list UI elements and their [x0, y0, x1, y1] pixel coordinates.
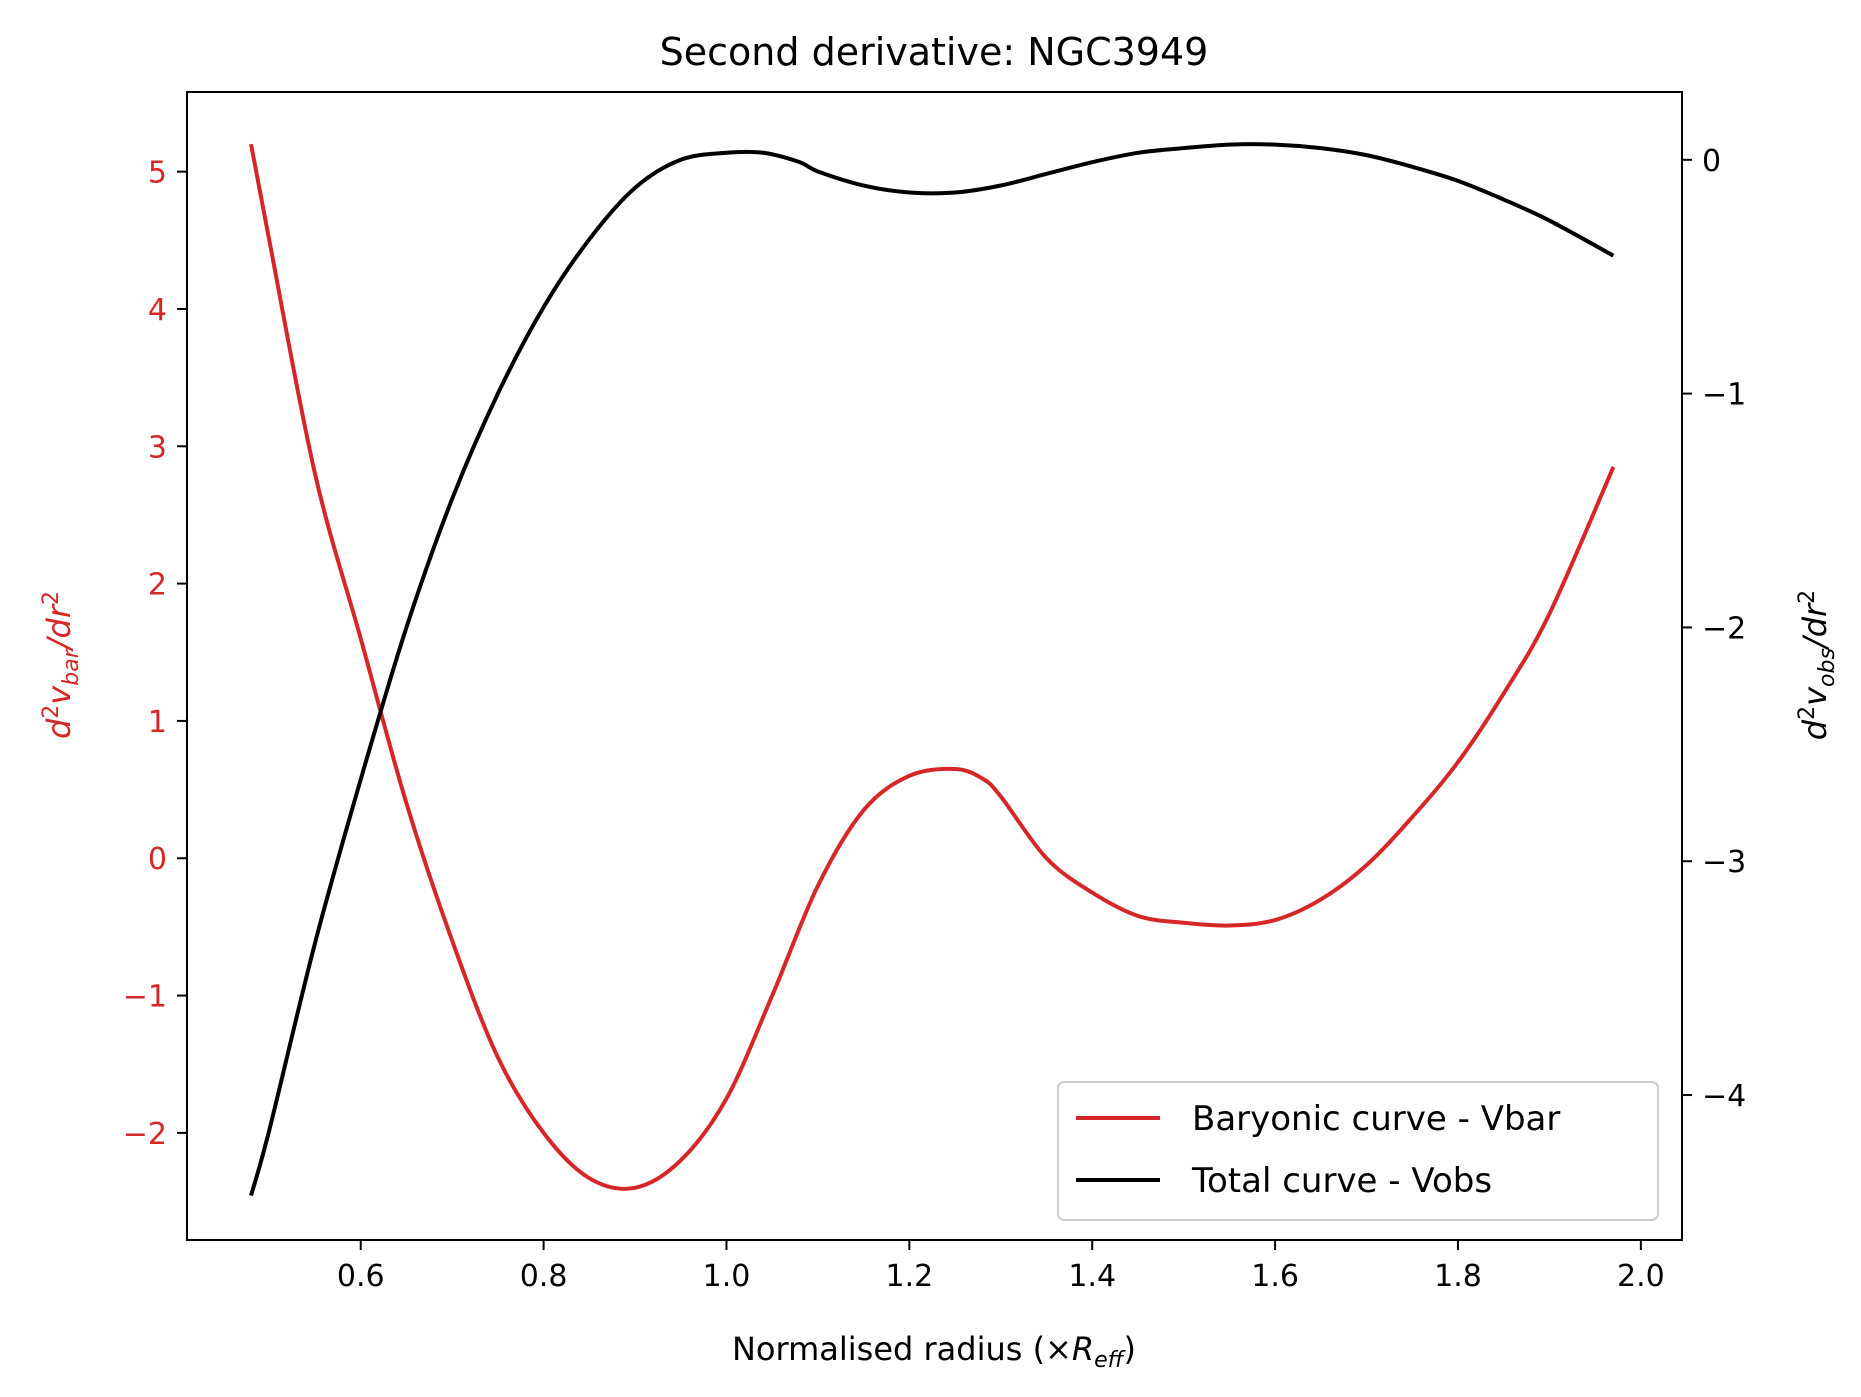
y-left-tick-label: 2 — [148, 568, 167, 603]
y-left-tick-label: −1 — [123, 980, 167, 1015]
y-left-label-dr: dr — [40, 603, 78, 638]
y-right-tick-label: −2 — [1702, 611, 1746, 646]
series-line-total — [249, 142, 1615, 1197]
y-left-tick-label: 5 — [148, 156, 167, 191]
y-right-label-v: v — [1796, 686, 1834, 706]
y-right-label-dr: dr — [1796, 602, 1834, 637]
legend-box — [1057, 1081, 1659, 1221]
y-left-tick-label: −2 — [123, 1117, 167, 1152]
x-tick-label: 0.6 — [337, 1259, 385, 1294]
y-left-tick-label: 4 — [148, 293, 167, 328]
chart-title: Second derivative: NGC3949 — [660, 30, 1209, 74]
y-left-label-sup2: 2 — [39, 591, 64, 605]
x-axis-label-italic: R — [1072, 1330, 1094, 1368]
y-right-tick-label: 0 — [1702, 144, 1721, 179]
legend-label-total: Total curve - Vobs — [1191, 1161, 1492, 1201]
y-left-tick-label: 0 — [148, 842, 167, 877]
x-tick-label: 1.8 — [1434, 1259, 1482, 1294]
y-left-label-slash: / — [40, 635, 78, 652]
y-left-label-d: d — [40, 718, 78, 739]
y-axis-right: −4 −3 −2 −1 0 — [1682, 144, 1746, 1114]
x-axis-label-subscript: eff — [1094, 1348, 1126, 1373]
x-axis: 0.6 0.8 1.0 1.2 1.4 1.6 1.8 2.0 — [337, 1240, 1665, 1294]
y-right-tick-label: −3 — [1702, 845, 1746, 880]
plot-frame — [186, 91, 1683, 1241]
legend-label-baryonic: Baryonic curve - Vbar — [1192, 1099, 1560, 1139]
x-tick-label: 1.6 — [1251, 1259, 1299, 1294]
y-right-tick-label: −4 — [1702, 1079, 1746, 1114]
y-right-label-sub: obs — [1815, 648, 1840, 687]
x-tick-label: 2.0 — [1617, 1259, 1665, 1294]
legend: Baryonic curve - Vbar Total curve - Vobs — [1057, 1081, 1659, 1221]
x-axis-label-close: ) — [1124, 1330, 1136, 1368]
y-right-tick-label: −1 — [1702, 378, 1746, 413]
y-left-tick-label: 3 — [148, 430, 167, 465]
x-axis-label: Normalised radius (×Reff) — [732, 1330, 1136, 1373]
y-left-tick-label: 1 — [148, 705, 167, 740]
x-tick-label: 0.8 — [520, 1259, 568, 1294]
y-axis-right-label: d2vobs/dr2 — [1795, 590, 1840, 740]
series-layer — [249, 142, 1616, 1197]
y-axis-left: −2 −1 0 1 2 3 4 5 — [123, 156, 187, 1152]
x-tick-label: 1.0 — [703, 1259, 751, 1294]
y-right-label-sup: 2 — [1795, 706, 1820, 720]
y-right-label-sup2: 2 — [1795, 590, 1820, 604]
x-tick-label: 1.4 — [1068, 1259, 1116, 1294]
x-tick-label: 1.2 — [885, 1259, 933, 1294]
series-line-baryonic — [249, 143, 1616, 1191]
y-left-label-sub: bar — [59, 647, 84, 685]
y-right-label-d: d — [1796, 719, 1834, 740]
y-left-label-v: v — [40, 685, 78, 705]
x-axis-label-main: Normalised radius (× — [732, 1330, 1072, 1368]
y-axis-left-label: d2vbar/dr2 — [39, 591, 84, 739]
y-left-label-sup: 2 — [39, 705, 64, 719]
y-right-label-slash: / — [1796, 634, 1834, 651]
